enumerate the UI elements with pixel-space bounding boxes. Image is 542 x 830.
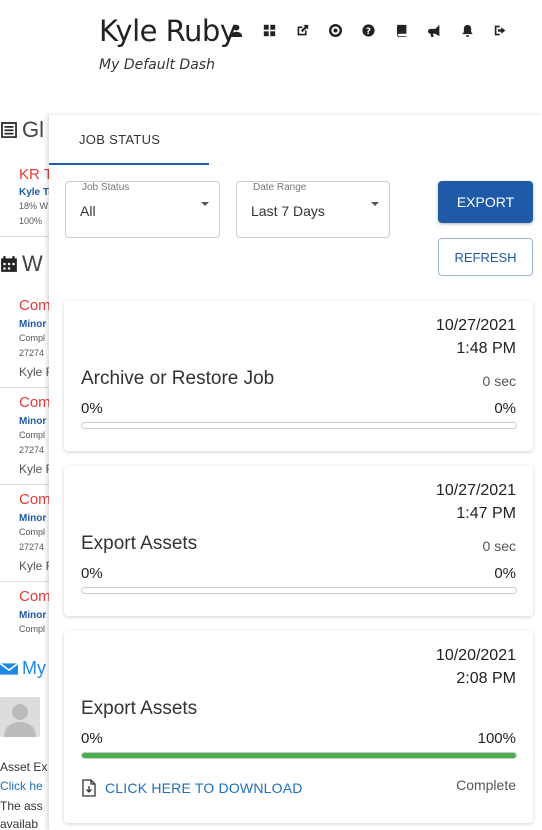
user-name: Kyle Ruby xyxy=(99,14,237,48)
job-time: 1:48 PM xyxy=(456,340,516,357)
refresh-button[interactable]: REFRESH xyxy=(438,238,533,276)
list-item-title[interactable]: Com xyxy=(19,491,51,508)
job-progress-start: 0% xyxy=(81,730,103,747)
list-item-title[interactable]: Com xyxy=(19,297,51,314)
sign-out-icon[interactable] xyxy=(488,22,512,38)
life-ring-icon[interactable] xyxy=(323,22,347,38)
avatar xyxy=(0,697,40,737)
job-duration: 0 sec xyxy=(482,538,516,554)
calendar-icon xyxy=(1,256,17,272)
job-name: Archive or Restore Job xyxy=(81,368,275,389)
bell-icon[interactable] xyxy=(455,22,479,38)
header-toolbar: ? xyxy=(224,22,521,38)
job-card: 10/20/2021 2:08 PM Export Assets 0% 100%… xyxy=(64,631,533,823)
list-item-line: Compl xyxy=(19,333,46,343)
dashboard-name[interactable]: My Default Dash xyxy=(99,57,215,73)
date-range-select-value: Last 7 Days xyxy=(251,203,325,219)
widget-item-line: 18% W xyxy=(19,201,49,211)
job-status-select[interactable]: Job Status All xyxy=(65,181,220,238)
job-time: 1:47 PM xyxy=(456,505,516,522)
message-text: availab xyxy=(0,817,39,830)
global-widget-title: Gl xyxy=(0,117,44,143)
list-item-line: 27274 xyxy=(19,542,45,552)
list-item-sub[interactable]: Minor xyxy=(19,513,47,524)
message-title: Asset Ex xyxy=(0,760,48,774)
job-duration: 0 sec xyxy=(482,373,516,389)
message-text: The ass xyxy=(0,799,43,813)
date-range-select-label: Date Range xyxy=(253,182,307,193)
job-progress-bar xyxy=(81,587,517,594)
export-button[interactable]: EXPORT xyxy=(438,181,533,223)
list-item-sub[interactable]: Minor xyxy=(19,610,47,621)
job-status-select-label: Job Status xyxy=(82,182,130,193)
list-item-line: 27274 xyxy=(19,445,45,455)
list-item-line: Compl xyxy=(19,624,46,634)
list-item-line: Compl xyxy=(19,430,46,440)
checklist-icon xyxy=(1,122,17,138)
tab-bar: JOB STATUS xyxy=(49,115,542,165)
bullhorn-icon[interactable] xyxy=(422,22,446,38)
job-progress-value: 0% xyxy=(494,565,516,582)
job-status-text: Complete xyxy=(456,777,516,793)
list-item-user: Kyle R xyxy=(19,559,55,573)
job-date: 10/20/2021 xyxy=(435,647,516,664)
header: Kyle Ruby My Default Dash ? xyxy=(0,0,542,115)
workflow-widget-title: W xyxy=(0,251,43,277)
job-card: 10/27/2021 1:47 PM Export Assets 0 sec 0… xyxy=(64,466,533,616)
date-range-select[interactable]: Date Range Last 7 Days xyxy=(236,181,390,238)
widget-item-sub[interactable]: Kyle Te xyxy=(19,187,54,198)
job-name: Export Assets xyxy=(81,533,198,554)
job-card: 10/27/2021 1:48 PM Archive or Restore Jo… xyxy=(64,301,533,451)
divider xyxy=(0,484,60,485)
list-item-sub[interactable]: Minor xyxy=(19,319,47,330)
svg-text:?: ? xyxy=(365,26,370,36)
list-item-user: Kyle R xyxy=(19,365,55,379)
user-icon[interactable] xyxy=(224,22,248,38)
list-item-user: Kyle R xyxy=(19,462,55,476)
job-progress-bar xyxy=(81,422,517,429)
file-download-icon xyxy=(82,779,96,797)
job-date: 10/27/2021 xyxy=(435,317,516,334)
tab-job-status[interactable]: JOB STATUS xyxy=(49,115,209,165)
widget-item-line: 100% xyxy=(19,216,43,226)
divider xyxy=(0,581,60,582)
divider xyxy=(0,387,60,388)
chevron-down-icon xyxy=(201,202,209,206)
job-progress-bar xyxy=(81,752,517,759)
job-time: 2:08 PM xyxy=(456,670,516,687)
divider xyxy=(0,236,60,237)
background-dashboard: Gl KR T Kyle Te 18% W 100% W Com Minor C… xyxy=(0,115,60,830)
download-link[interactable]: CLICK HERE TO DOWNLOAD xyxy=(81,779,303,797)
job-date: 10/27/2021 xyxy=(435,482,516,499)
messages-widget-title: My xyxy=(0,658,46,679)
job-progress-start: 0% xyxy=(81,565,103,582)
message-link[interactable]: Click he xyxy=(0,779,43,793)
book-icon[interactable] xyxy=(389,22,413,38)
list-item-line: 27274 xyxy=(19,348,45,358)
list-item-title[interactable]: Com xyxy=(19,588,51,605)
envelope-icon xyxy=(0,662,18,675)
chevron-down-icon xyxy=(371,202,379,206)
job-progress-value: 0% xyxy=(494,400,516,417)
job-status-panel: JOB STATUS Job Status All Date Range Las… xyxy=(49,115,542,830)
list-item-title[interactable]: Com xyxy=(19,394,51,411)
grid-icon[interactable] xyxy=(257,22,281,38)
widget-item-title[interactable]: KR T xyxy=(19,166,53,183)
external-link-icon[interactable] xyxy=(290,22,314,38)
job-progress-fill xyxy=(82,753,516,758)
job-name: Export Assets xyxy=(81,698,198,719)
list-item-line: Compl xyxy=(19,527,46,537)
job-status-select-value: All xyxy=(80,203,96,219)
help-icon[interactable]: ? xyxy=(356,22,380,38)
job-progress-value: 100% xyxy=(477,730,516,747)
download-link-label: CLICK HERE TO DOWNLOAD xyxy=(105,780,303,796)
job-progress-start: 0% xyxy=(81,400,103,417)
list-item-sub[interactable]: Minor xyxy=(19,416,47,427)
